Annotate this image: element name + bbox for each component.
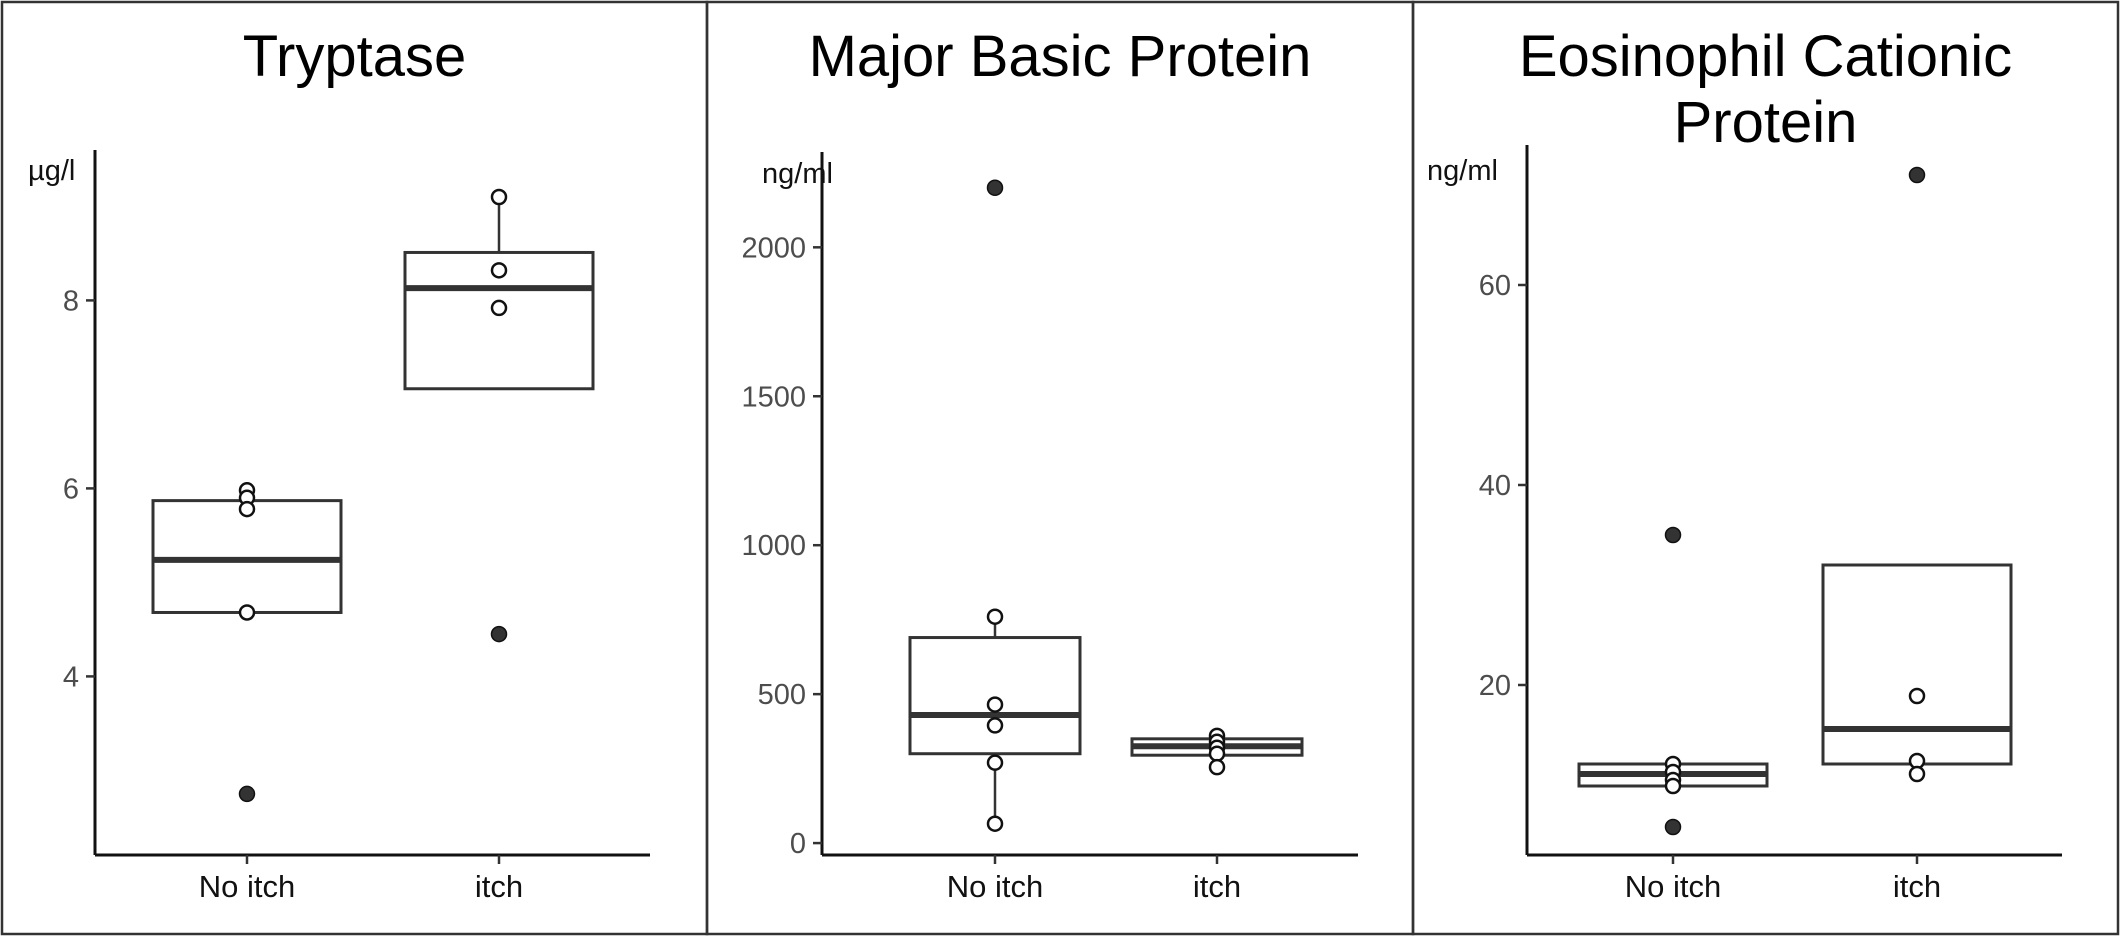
data-point — [986, 717, 1004, 734]
y-tick-label: 1500 — [741, 381, 806, 413]
box-itch — [403, 188, 595, 643]
y-tick-label: 1000 — [741, 530, 806, 562]
data-point — [1208, 745, 1226, 762]
outlier-point — [1664, 818, 1682, 836]
data-point — [986, 608, 1004, 625]
outlier-point — [986, 179, 1004, 196]
data-point — [238, 604, 256, 621]
data-point — [1908, 687, 1926, 705]
y-tick-label: 0 — [790, 828, 806, 860]
x-tick-label: itch — [475, 869, 523, 904]
data-point — [490, 262, 508, 279]
data-point — [490, 299, 508, 317]
x-tick-label: No itch — [1625, 869, 1721, 904]
y-tick-label: 6 — [63, 473, 79, 505]
y-tick-label: 8 — [63, 285, 79, 317]
data-point — [986, 754, 1004, 771]
box-itch — [1821, 166, 2013, 783]
y-tick-label: 4 — [63, 661, 79, 693]
y-tick-label: 500 — [758, 679, 806, 711]
data-point — [490, 188, 508, 206]
panel-frame — [705, 0, 1415, 936]
iqr-box — [403, 250, 595, 391]
panel-1: Tryptase µg/l 4 6 8 No itch itch — [0, 0, 709, 936]
y-tick-label: 20 — [1479, 670, 1511, 702]
panel-2: Major Basic Proteinng/ml0500100015002000… — [705, 0, 1415, 936]
box-no-itch — [1577, 526, 1769, 836]
outlier-point — [238, 785, 256, 803]
x-tick-label: No itch — [199, 869, 295, 904]
data-point — [1908, 765, 1926, 783]
outlier-point — [1908, 166, 1926, 184]
y-unit-label: ng/ml — [1427, 155, 1498, 187]
data-point — [986, 696, 1004, 713]
data-point — [238, 500, 256, 518]
data-point — [1664, 777, 1682, 795]
y-tick-label: 2000 — [741, 232, 806, 264]
iqr-box — [1821, 563, 2013, 766]
data-point — [986, 815, 1004, 832]
box-no-itch — [151, 482, 343, 803]
box-itch — [1130, 727, 1304, 776]
y-tick-label: 40 — [1479, 470, 1511, 502]
y-tick-label: 60 — [1479, 270, 1511, 302]
panel-frame — [1411, 0, 2120, 936]
box-no-itch — [908, 179, 1082, 832]
x-tick-label: itch — [1893, 869, 1941, 904]
panel-title: Tryptase — [243, 24, 466, 89]
iqr-box — [908, 636, 1082, 756]
panel-title: Major Basic Protein — [809, 24, 1312, 89]
data-point — [1208, 758, 1226, 776]
panel-frame — [0, 0, 709, 936]
x-tick-label: itch — [1193, 869, 1241, 904]
panel-title: Eosinophil Cationic — [1519, 24, 2012, 89]
x-tick-label: No itch — [947, 869, 1043, 904]
panel-title: Protein — [1674, 90, 1858, 155]
iqr-box — [151, 499, 343, 614]
outlier-point — [490, 625, 508, 643]
y-unit-label: µg/l — [28, 155, 75, 187]
outlier-point — [1664, 526, 1682, 544]
